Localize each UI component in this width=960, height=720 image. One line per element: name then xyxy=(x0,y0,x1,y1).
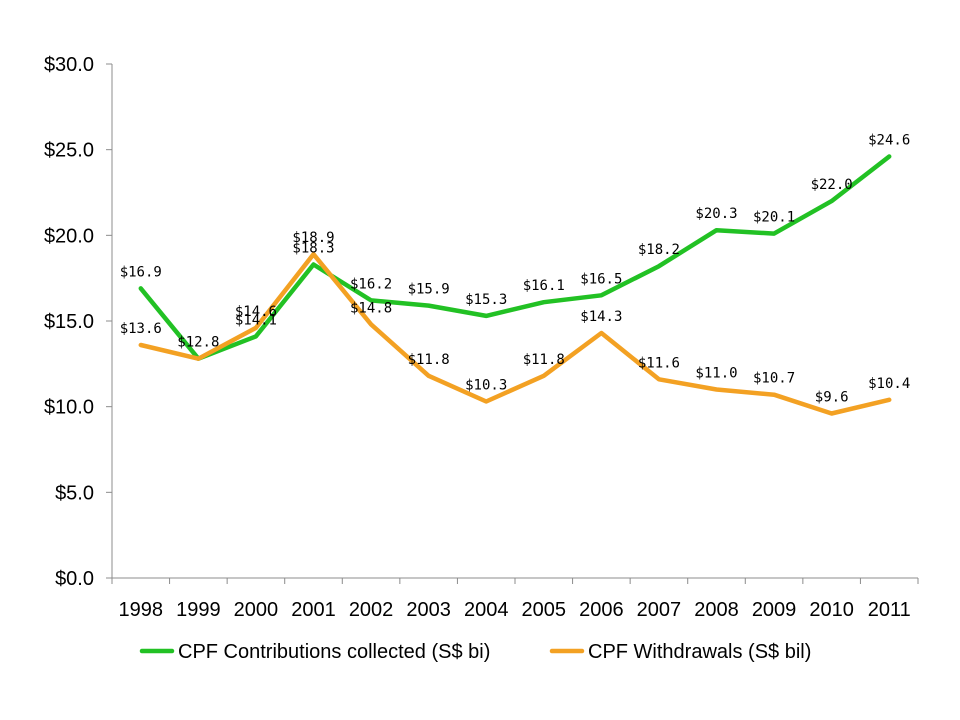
data-label: $14.1 xyxy=(235,312,277,328)
data-label: $22.0 xyxy=(811,177,853,193)
x-tick-label: 2000 xyxy=(234,599,279,621)
data-label: $9.6 xyxy=(815,390,849,406)
y-axis-ticks: $0.0 $5.0 $10.0 $15.0 $20.0 $25.0 $30.0 xyxy=(44,54,112,590)
x-tick-label: 2004 xyxy=(464,599,509,621)
x-tick-label: 1999 xyxy=(176,599,221,621)
data-label: $18.9 xyxy=(292,230,334,246)
data-label: $12.8 xyxy=(177,335,219,351)
y-tick-label: $0.0 xyxy=(55,568,94,590)
y-tick-label: $5.0 xyxy=(55,482,94,504)
x-tick-label: 1998 xyxy=(119,599,164,621)
legend: CPF Contributions collected (S$ bi) CPF W… xyxy=(139,641,811,663)
data-label: $16.5 xyxy=(580,271,622,287)
data-label: $11.8 xyxy=(523,352,565,368)
legend-label: CPF Contributions collected (S$ bi) xyxy=(178,641,490,663)
y-tick-label: $15.0 xyxy=(44,311,94,333)
data-label: $10.4 xyxy=(868,376,910,392)
data-label: $18.3 xyxy=(292,240,334,256)
x-tick-label: 2009 xyxy=(752,599,797,621)
data-label: $10.7 xyxy=(753,371,795,387)
data-label: $20.3 xyxy=(695,206,737,222)
data-label: $11.0 xyxy=(695,366,737,382)
x-tick-label: 2003 xyxy=(406,599,451,621)
data-label: $15.9 xyxy=(408,282,450,298)
data-label: $10.3 xyxy=(465,378,507,394)
y-tick-label: $30.0 xyxy=(44,54,94,76)
x-tick-label: 2002 xyxy=(349,599,394,621)
y-tick-label: $20.0 xyxy=(44,225,94,247)
axes xyxy=(111,64,918,579)
y-tick-label: $10.0 xyxy=(44,397,94,419)
x-tick-label: 2007 xyxy=(637,599,682,621)
x-tick-label: 2010 xyxy=(809,599,854,621)
data-label: $24.6 xyxy=(868,133,910,149)
legend-item-withdrawals: CPF Withdrawals (S$ bil) xyxy=(549,641,811,663)
data-label: $11.8 xyxy=(408,352,450,368)
data-label: $13.6 xyxy=(120,321,162,337)
data-label: $15.3 xyxy=(465,292,507,308)
data-label: $18.2 xyxy=(638,242,680,258)
data-label: $16.2 xyxy=(350,276,392,292)
series-line-withdrawals xyxy=(138,251,892,416)
x-tick-label: 2001 xyxy=(291,599,336,621)
series-line-contributions xyxy=(138,154,892,361)
x-tick-label: 2008 xyxy=(694,599,739,621)
legend-item-contributions: CPF Contributions collected (S$ bi) xyxy=(139,641,490,663)
x-tick-label: 2006 xyxy=(579,599,624,621)
data-label: $14.8 xyxy=(350,300,392,316)
legend-label: CPF Withdrawals (S$ bil) xyxy=(588,641,811,663)
data-labels: $16.9 $12.8 $14.1 $18.3 $16.2 $15.9 $15.3 $16.1… xyxy=(120,133,911,406)
x-tick-label: 2005 xyxy=(522,599,567,621)
data-label: $20.1 xyxy=(753,210,795,226)
data-label: $16.9 xyxy=(120,264,162,280)
data-label: $11.6 xyxy=(638,355,680,371)
data-label: $14.3 xyxy=(580,309,622,325)
x-tick-label: 2011 xyxy=(868,599,911,621)
series-lines xyxy=(138,154,892,416)
y-tick-label: $25.0 xyxy=(44,140,94,162)
data-label: $14.6 xyxy=(235,304,277,320)
data-label: $16.1 xyxy=(523,278,565,294)
x-axis-ticks: 1998 1999 2000 2001 2002 2003 2004 2005 2006 2007… xyxy=(111,578,919,621)
